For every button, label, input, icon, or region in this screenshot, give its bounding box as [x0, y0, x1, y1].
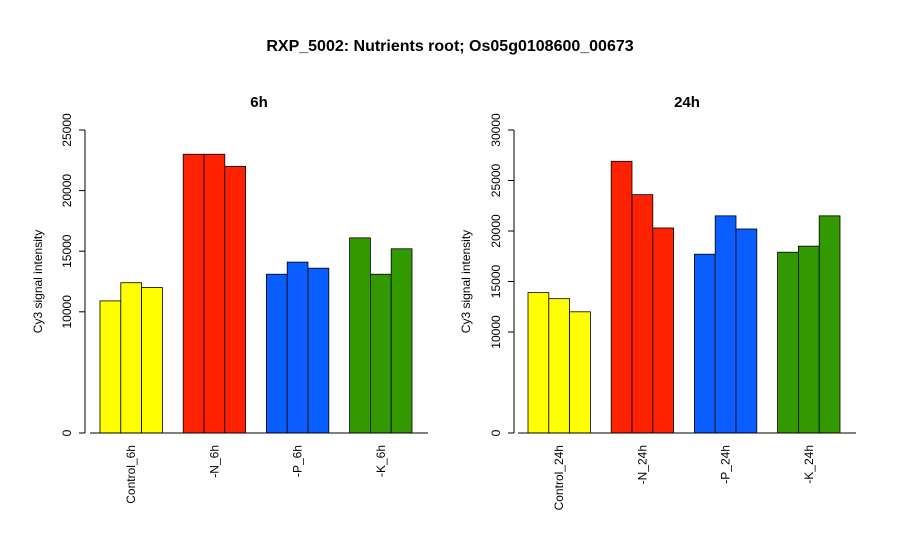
y-tick-label: 20000: [60, 174, 74, 208]
y-tick-label: 20000: [489, 214, 503, 248]
y-tick-label: 25000: [60, 113, 74, 147]
bar: [652, 227, 674, 434]
y-axis-label: Cy3 signal intensity: [459, 230, 473, 333]
panel-title: 24h: [674, 94, 700, 111]
bar: [369, 273, 392, 434]
bar: [286, 261, 309, 434]
y-tick-label: 15000: [60, 234, 74, 268]
x-tick-label: -K_24h: [802, 445, 816, 484]
y-tick-label: 25000: [489, 163, 503, 197]
bar: [548, 298, 570, 434]
bar: [307, 267, 330, 434]
bar: [631, 194, 654, 434]
y-tick-label: 10000: [60, 295, 74, 329]
chart-title: RXP_5002: Nutrients root; Os05g0108600_0…: [266, 38, 634, 55]
x-tick-label: Control_24h: [552, 445, 566, 510]
y-tick-label: 10000: [489, 315, 503, 349]
bar: [735, 228, 758, 434]
bar: [569, 311, 591, 434]
x-tick-label: -N_24h: [635, 445, 649, 484]
bar: [349, 237, 371, 434]
x-tick-label: -N_6h: [207, 445, 221, 478]
y-tick-label: 0: [60, 429, 74, 436]
bar: [818, 215, 841, 434]
x-tick-label: -K_6h: [374, 445, 388, 477]
y-tick-label: 0: [489, 429, 503, 436]
bar: [694, 253, 716, 434]
bar: [99, 300, 122, 434]
bar: [120, 282, 143, 434]
bar: [182, 153, 205, 434]
x-tick-label: -P_6h: [291, 445, 305, 477]
bar: [714, 215, 737, 434]
x-tick-label: Control_6h: [124, 445, 138, 504]
x-tick-label: -P_24h: [719, 445, 733, 484]
bar: [141, 287, 163, 434]
y-axis-label: Cy3 signal intensity: [31, 230, 45, 333]
bar: [224, 165, 247, 434]
y-tick-label: 15000: [489, 264, 503, 298]
bar: [610, 160, 633, 434]
bar: [265, 273, 288, 434]
bar: [798, 245, 820, 434]
bar: [390, 248, 413, 434]
bar: [527, 292, 550, 434]
panel-title: 6h: [250, 94, 268, 111]
bar: [777, 251, 799, 434]
bar: [203, 153, 226, 434]
y-tick-label: 30000: [489, 113, 503, 147]
